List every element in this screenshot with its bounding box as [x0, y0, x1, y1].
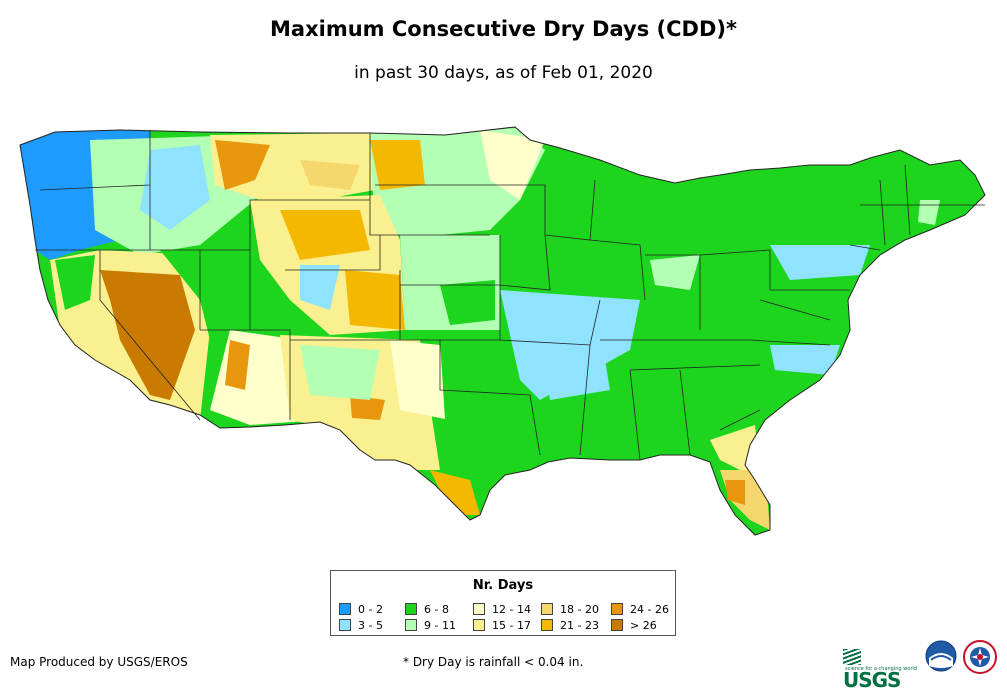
map-subtitle: in past 30 days, as of Feb 01, 2020 [354, 63, 653, 83]
legend-item: 21 - 23 [541, 617, 611, 633]
legend-swatch [473, 603, 485, 615]
legend-swatch [339, 619, 351, 631]
legend-grid: 0 - 2 6 - 8 12 - 14 18 - 20 24 - 26 3 - 5 9 - … [339, 601, 669, 633]
legend-swatch [405, 603, 417, 615]
usgs-logo: USGS [843, 644, 901, 692]
legend-item: 15 - 17 [473, 617, 541, 633]
legend-label: 0 - 2 [358, 602, 383, 616]
legend-label: 6 - 8 [424, 602, 449, 616]
map-title: Maximum Consecutive Dry Days (CDD)* [270, 17, 737, 41]
legend-item: 9 - 11 [405, 617, 473, 633]
legend-item: 3 - 5 [339, 617, 405, 633]
state-boundaries [19, 126, 986, 536]
legend-item: 18 - 20 [541, 601, 611, 617]
legend-swatch [339, 603, 351, 615]
dry-day-note: * Dry Day is rainfall < 0.04 in. [403, 655, 584, 669]
legend-swatch [473, 619, 485, 631]
legend-item: 24 - 26 [611, 601, 669, 617]
legend-label: 18 - 20 [560, 602, 599, 616]
noaa-logo-icon [925, 640, 957, 672]
usgs-wordmark: USGS [843, 668, 901, 692]
legend-label: 3 - 5 [358, 618, 383, 632]
legend-title: Nr. Days [472, 578, 534, 593]
legend-label: 12 - 14 [492, 602, 531, 616]
usgs-tagline: science for a changing world [845, 666, 917, 672]
legend-swatch [611, 603, 623, 615]
legend-box: Nr. Days 0 - 2 6 - 8 12 - 14 18 - 20 24 - 26… [330, 570, 676, 636]
credit-text: Map Produced by USGS/EROS [10, 655, 188, 669]
legend-label: 15 - 17 [492, 618, 531, 632]
legend-swatch [541, 619, 553, 631]
legend-item: > 26 [611, 617, 669, 633]
legend-item: 12 - 14 [473, 601, 541, 617]
legend-label: 21 - 23 [560, 618, 599, 632]
us-cdd-map [19, 126, 986, 536]
legend-swatch [405, 619, 417, 631]
legend-swatch [541, 603, 553, 615]
usgs-wave-icon [843, 649, 861, 665]
cdd-fill [20, 127, 985, 535]
legend-label: 9 - 11 [424, 618, 456, 632]
legend-item: 6 - 8 [405, 601, 473, 617]
legend-label: 24 - 26 [630, 602, 669, 616]
nws-logo-icon [963, 640, 997, 674]
legend-swatch [611, 619, 623, 631]
legend-label: > 26 [630, 618, 657, 632]
legend-item: 0 - 2 [339, 601, 405, 617]
